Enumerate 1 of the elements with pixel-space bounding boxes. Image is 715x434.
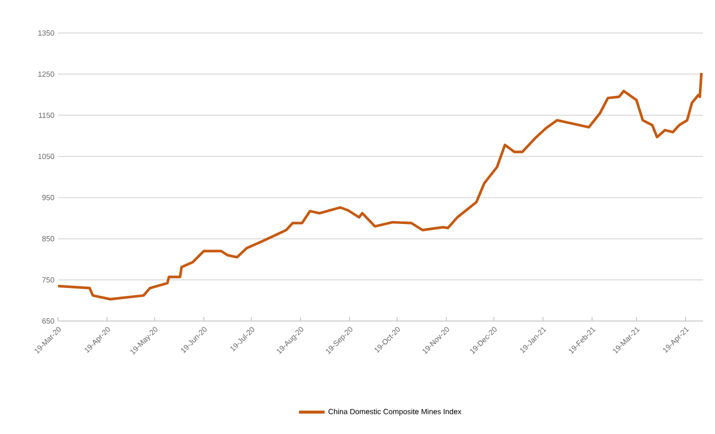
line-series [58, 72, 703, 300]
